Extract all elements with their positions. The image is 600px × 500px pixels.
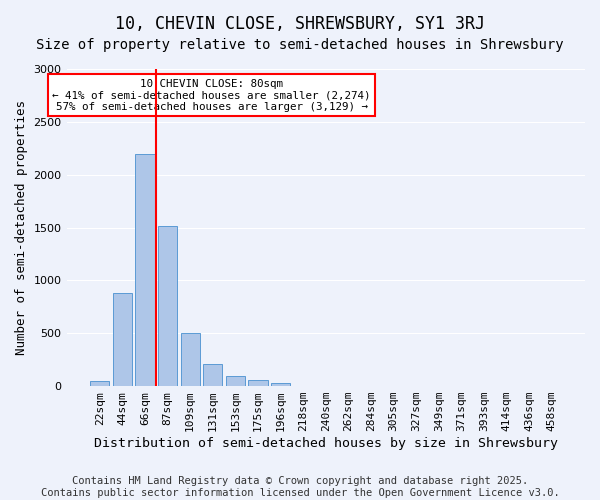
Bar xyxy=(158,226,177,386)
Bar xyxy=(203,364,223,386)
Text: Size of property relative to semi-detached houses in Shrewsbury: Size of property relative to semi-detach… xyxy=(36,38,564,52)
X-axis label: Distribution of semi-detached houses by size in Shrewsbury: Distribution of semi-detached houses by … xyxy=(94,437,558,450)
Text: 10 CHEVIN CLOSE: 80sqm
← 41% of semi-detached houses are smaller (2,274)
57% of : 10 CHEVIN CLOSE: 80sqm ← 41% of semi-det… xyxy=(52,78,371,112)
Bar xyxy=(271,383,290,386)
Y-axis label: Number of semi-detached properties: Number of semi-detached properties xyxy=(15,100,28,355)
Bar xyxy=(113,293,132,386)
Text: Contains HM Land Registry data © Crown copyright and database right 2025.
Contai: Contains HM Land Registry data © Crown c… xyxy=(41,476,559,498)
Bar xyxy=(248,380,268,386)
Bar xyxy=(136,154,155,386)
Bar xyxy=(90,381,109,386)
Bar xyxy=(226,376,245,386)
Text: 10, CHEVIN CLOSE, SHREWSBURY, SY1 3RJ: 10, CHEVIN CLOSE, SHREWSBURY, SY1 3RJ xyxy=(115,15,485,33)
Bar xyxy=(181,333,200,386)
